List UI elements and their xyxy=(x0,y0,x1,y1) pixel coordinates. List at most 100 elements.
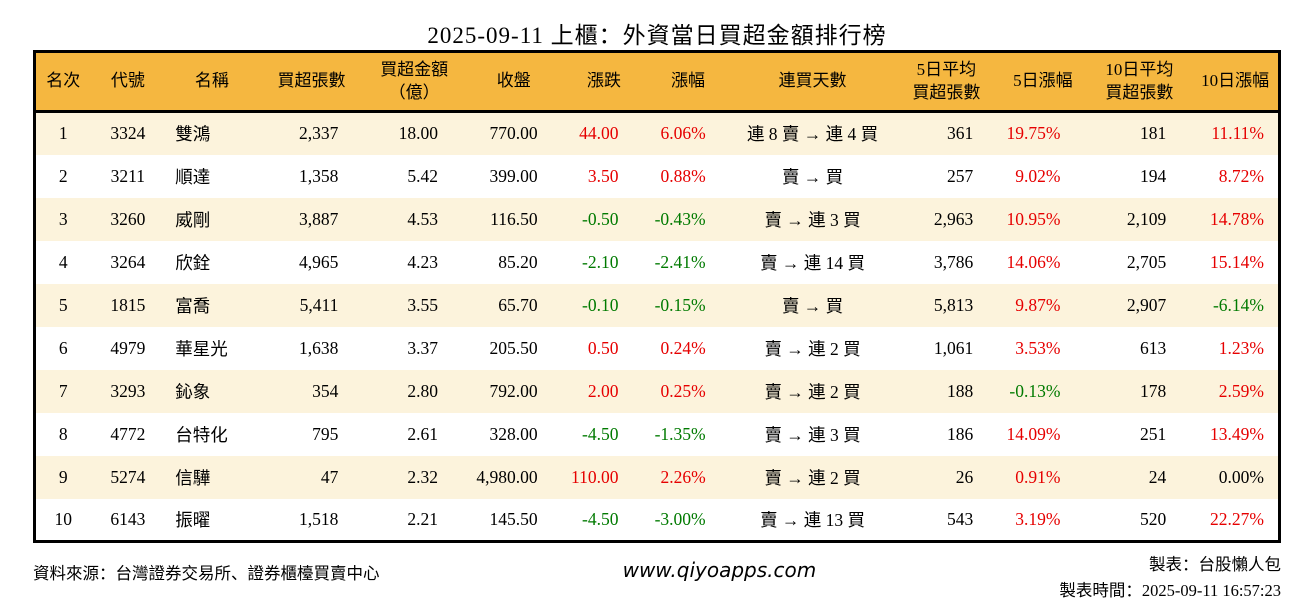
net-buy-shares-cell: 354 xyxy=(312,380,339,401)
net-buy-shares-cell: 5,411 xyxy=(299,294,339,315)
column-header-pct10: 10日漲幅 xyxy=(1192,51,1280,113)
avg10-shares-cell: 2,109 xyxy=(1126,208,1167,229)
net-buy-shares-cell: 1,358 xyxy=(299,165,339,186)
change-pct-cell: 0.88% xyxy=(660,165,706,186)
close-cell: 65.70 xyxy=(498,294,538,315)
change-cell: -4.50 xyxy=(582,423,619,444)
code-cell: 3264 xyxy=(110,251,146,272)
pct5-cell: 10.95% xyxy=(1006,208,1061,229)
name-cell: 順達 xyxy=(175,166,211,187)
net-buy-shares-cell: 795 xyxy=(312,423,339,444)
table-row: 6 4979 華星光 1,638 3.37 205.50 0.50 0.24% 賣 → 連 2 … xyxy=(34,326,1280,370)
name-cell: 欣銓 xyxy=(175,252,211,273)
change-cell: -0.10 xyxy=(582,294,619,315)
change-pct-cell: -3.00% xyxy=(654,508,706,529)
pct10-cell: 0.00% xyxy=(1218,466,1264,487)
change-cell: 2.00 xyxy=(587,380,619,401)
name-cell: 華星光 xyxy=(175,338,228,359)
column-header-streak: 連買天數 xyxy=(731,51,894,113)
change-pct-cell: -2.41% xyxy=(654,251,706,272)
table-row: 5 1815 富喬 5,411 3.55 65.70 -0.10 -0.15% 賣 → 買 5,8… xyxy=(34,283,1280,327)
rank-cell: 5 xyxy=(58,294,68,315)
change-pct-cell: -0.15% xyxy=(654,294,706,315)
net-buy-amount-cell: 2.80 xyxy=(407,380,438,401)
close-cell: 85.20 xyxy=(498,251,538,272)
close-cell: 399.00 xyxy=(489,165,538,186)
pct10-cell: 8.72% xyxy=(1218,165,1264,186)
name-cell: 鈊象 xyxy=(175,381,211,402)
data-source-note: 資料來源：台灣證券交易所、證券櫃檯買賣中心 xyxy=(33,564,380,583)
change-cell: -0.50 xyxy=(582,208,619,229)
avg5-shares-cell: 186 xyxy=(947,423,974,444)
rank-cell: 7 xyxy=(58,380,68,401)
column-header-avg5-shares: 5日平均 買超張數 xyxy=(893,51,1000,113)
rank-cell: 3 xyxy=(58,208,68,229)
pct10-cell: 13.49% xyxy=(1210,423,1264,444)
close-cell: 792.00 xyxy=(489,380,538,401)
change-cell: 3.50 xyxy=(587,165,619,186)
streak-cell: 連 8 賣 → 連 4 買 xyxy=(746,124,879,145)
table-row: 10 6143 振曜 1,518 2.21 145.50 -4.50 -3.00% 賣 → 連 … xyxy=(34,498,1280,542)
credits-block: 製表：台股懶人包 製表時間：2025-09-11 16:57:23 xyxy=(1059,552,1281,603)
close-cell: 4,980.00 xyxy=(476,466,538,487)
net-buy-amount-cell: 3.55 xyxy=(407,294,438,315)
avg10-shares-cell: 194 xyxy=(1140,165,1167,186)
column-header-change-pct: 漲幅 xyxy=(644,51,732,113)
code-cell: 4979 xyxy=(110,337,146,358)
close-cell: 328.00 xyxy=(489,423,538,444)
table-header: 名次 代號 名稱 買超張數 買超金額 （億） 收盤 漲跌 漲幅 連買天數 5日平均 買超張數 5日漲… xyxy=(34,51,1280,113)
pct5-cell: 14.06% xyxy=(1006,251,1061,272)
net-buy-amount-cell: 3.37 xyxy=(407,337,438,358)
code-cell: 6143 xyxy=(110,508,146,529)
table-header-row: 名次 代號 名稱 買超張數 買超金額 （億） 收盤 漲跌 漲幅 連買天數 5日平均 買超張數 5日漲… xyxy=(34,51,1280,113)
net-buy-shares-cell: 1,638 xyxy=(299,337,339,358)
avg5-shares-cell: 3,786 xyxy=(933,251,974,272)
pct5-cell: 14.09% xyxy=(1006,423,1061,444)
avg10-shares-cell: 251 xyxy=(1140,423,1167,444)
net-buy-amount-cell: 2.21 xyxy=(407,508,438,529)
close-cell: 205.50 xyxy=(489,337,538,358)
code-cell: 3211 xyxy=(110,165,146,186)
table-maker: 製表：台股懶人包 xyxy=(1149,555,1281,574)
pct5-cell: -0.13% xyxy=(1009,380,1061,401)
streak-cell: 賣 → 連 3 買 xyxy=(764,424,861,445)
rank-cell: 8 xyxy=(58,423,68,444)
rank-cell: 9 xyxy=(58,466,68,487)
column-header-change: 漲跌 xyxy=(563,51,645,113)
streak-cell: 賣 → 連 3 買 xyxy=(764,209,861,230)
table-row: 1 3324 雙鴻 2,337 18.00 770.00 44.00 6.06% 連 8 賣 →… xyxy=(34,111,1280,155)
pct10-cell: 14.78% xyxy=(1210,208,1264,229)
column-header-avg10-shares: 10日平均 買超張數 xyxy=(1086,51,1193,113)
net-buy-amount-cell: 2.61 xyxy=(407,423,438,444)
website-watermark: www.qiyoapps.com xyxy=(622,558,817,582)
net-buy-shares-cell: 2,337 xyxy=(299,123,339,144)
avg5-shares-cell: 188 xyxy=(947,380,974,401)
name-cell: 雙鴻 xyxy=(175,124,211,145)
column-header-rank: 名次 xyxy=(34,51,91,113)
streak-cell: 賣 → 連 13 買 xyxy=(760,509,866,530)
name-cell: 台特化 xyxy=(175,424,228,445)
pct5-cell: 3.53% xyxy=(1015,337,1061,358)
code-cell: 5274 xyxy=(110,466,146,487)
pct5-cell: 3.19% xyxy=(1015,508,1061,529)
pct5-cell: 9.02% xyxy=(1015,165,1061,186)
column-header-close: 收盤 xyxy=(463,51,564,113)
change-pct-cell: 0.25% xyxy=(660,380,706,401)
net-buy-amount-cell: 5.42 xyxy=(407,165,438,186)
rank-cell: 1 xyxy=(58,123,68,144)
avg5-shares-cell: 1,061 xyxy=(933,337,974,358)
table-row: 2 3211 順達 1,358 5.42 399.00 3.50 0.88% 賣 → 買 257 9… xyxy=(34,154,1280,198)
streak-cell: 賣 → 連 14 買 xyxy=(760,252,866,273)
column-header-name: 名稱 xyxy=(165,51,259,113)
change-cell: 0.50 xyxy=(587,337,619,358)
change-pct-cell: 6.06% xyxy=(660,123,706,144)
change-pct-cell: -0.43% xyxy=(654,208,706,229)
code-cell: 3293 xyxy=(110,380,146,401)
change-cell: -2.10 xyxy=(582,251,619,272)
close-cell: 145.50 xyxy=(489,508,538,529)
streak-cell: 賣 → 買 xyxy=(781,166,844,187)
table-row: 9 5274 信驊 47 2.32 4,980.00 110.00 2.26% 賣 → 連 2 … xyxy=(34,455,1280,499)
rank-cell: 4 xyxy=(58,251,68,272)
avg5-shares-cell: 361 xyxy=(947,123,974,144)
